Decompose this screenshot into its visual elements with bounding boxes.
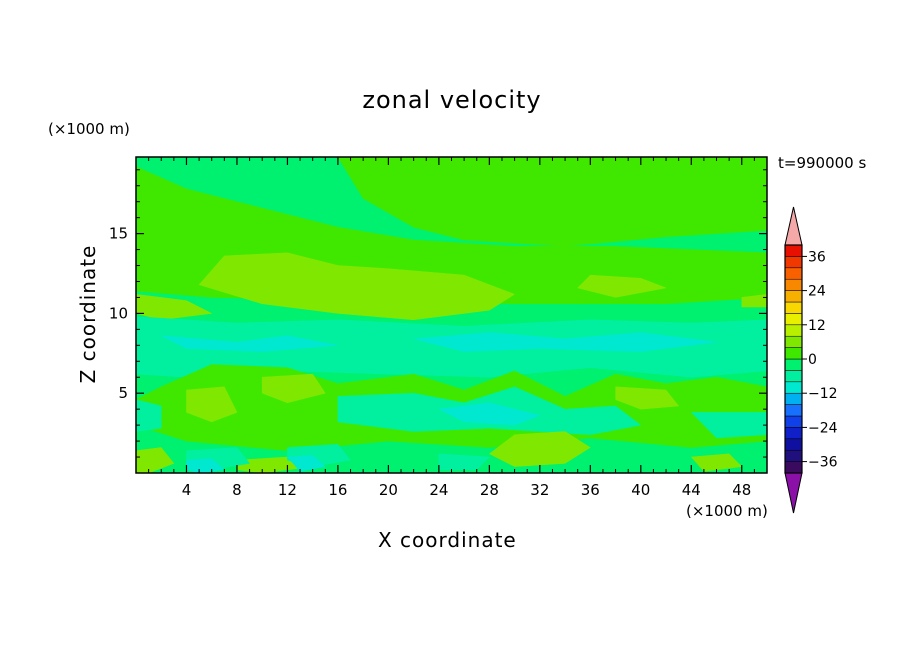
colorbar-bin <box>784 404 803 417</box>
contour-region-17 <box>691 412 767 439</box>
x-axis: 4 8 12 16 20 24 28 32 36 40 44 48 <box>148 157 755 499</box>
colorbar-bin <box>784 427 803 440</box>
y-tick-label: 15 <box>109 225 128 243</box>
y-tick-label: 10 <box>109 304 128 322</box>
x-tick-label: 4 <box>182 481 192 499</box>
colorbar-bin <box>784 278 803 291</box>
contour-region-9 <box>413 332 717 352</box>
y-axis-unit-label: (×1000 m) <box>48 120 130 138</box>
y-tick-label: 5 <box>118 384 128 402</box>
colorbar-bin <box>784 301 803 314</box>
colorbar-tick-label: −12 <box>808 386 838 402</box>
colorbar-bin <box>784 358 803 371</box>
colorbar-tick-label: 24 <box>808 284 826 300</box>
x-tick-label: 8 <box>232 481 242 499</box>
colorbar-bin <box>784 267 803 280</box>
contour-region-8 <box>160 335 339 352</box>
colorbar-extend-high <box>784 206 803 246</box>
contour-region-11 <box>186 386 238 423</box>
colorbar-bin <box>784 256 803 269</box>
colorbar-tick-label: −36 <box>808 455 838 471</box>
x-tick-label: 24 <box>429 481 448 499</box>
chart-title: zonal velocity <box>362 86 542 114</box>
colorbar-bin <box>784 392 803 405</box>
contour-region-4 <box>136 294 212 321</box>
colorbar-bin <box>784 335 803 348</box>
contour-region-6 <box>741 294 767 308</box>
colorbar-tick-label: −24 <box>808 420 838 436</box>
x-tick-label: 40 <box>631 481 650 499</box>
contour-region-19 <box>136 447 175 473</box>
contour-region-15 <box>438 402 541 426</box>
x-tick-label: 16 <box>328 481 347 499</box>
contour-region-18 <box>489 431 591 467</box>
colorbar-tick-label: 12 <box>808 318 826 334</box>
colorbar-bin <box>784 438 803 451</box>
contour-region-3 <box>198 252 515 321</box>
colorbar-bin <box>784 324 803 337</box>
colorbar-bin <box>784 415 803 428</box>
colorbar-bin <box>784 347 803 360</box>
colorbar-bin <box>784 290 803 303</box>
x-tick-label: 36 <box>581 481 600 499</box>
colorbar-tick-label: 36 <box>808 249 826 265</box>
colorbar-tick-label: 0 <box>808 352 817 368</box>
colorbar-bin <box>784 370 803 383</box>
x-tick-label: 20 <box>379 481 398 499</box>
plot-area <box>136 157 767 473</box>
x-axis-unit-label: (×1000 m) <box>686 502 768 520</box>
colorbar-bin <box>784 461 803 474</box>
colorbar: 36 24 12 0 −12 −24 −36 <box>784 206 838 514</box>
y-axis: 5 10 15 <box>109 169 767 458</box>
contour-region-12 <box>261 373 326 404</box>
contour-region-5 <box>577 274 667 298</box>
x-tick-label: 12 <box>278 481 297 499</box>
contour-region-25 <box>287 455 326 472</box>
colorbar-bin <box>784 381 803 394</box>
contour-region-16 <box>136 399 162 432</box>
colorbar-extend-low <box>784 472 803 514</box>
x-tick-label: 32 <box>530 481 549 499</box>
colorbar-bin <box>784 313 803 326</box>
contour-region-13 <box>615 386 679 410</box>
x-tick-label: 48 <box>732 481 751 499</box>
time-label: t=990000 s <box>778 154 867 172</box>
x-tick-label: 44 <box>682 481 701 499</box>
colorbar-bin <box>784 244 803 257</box>
x-tick-label: 28 <box>480 481 499 499</box>
x-axis-label: X coordinate <box>378 528 517 552</box>
colorbar-bin <box>784 449 803 462</box>
